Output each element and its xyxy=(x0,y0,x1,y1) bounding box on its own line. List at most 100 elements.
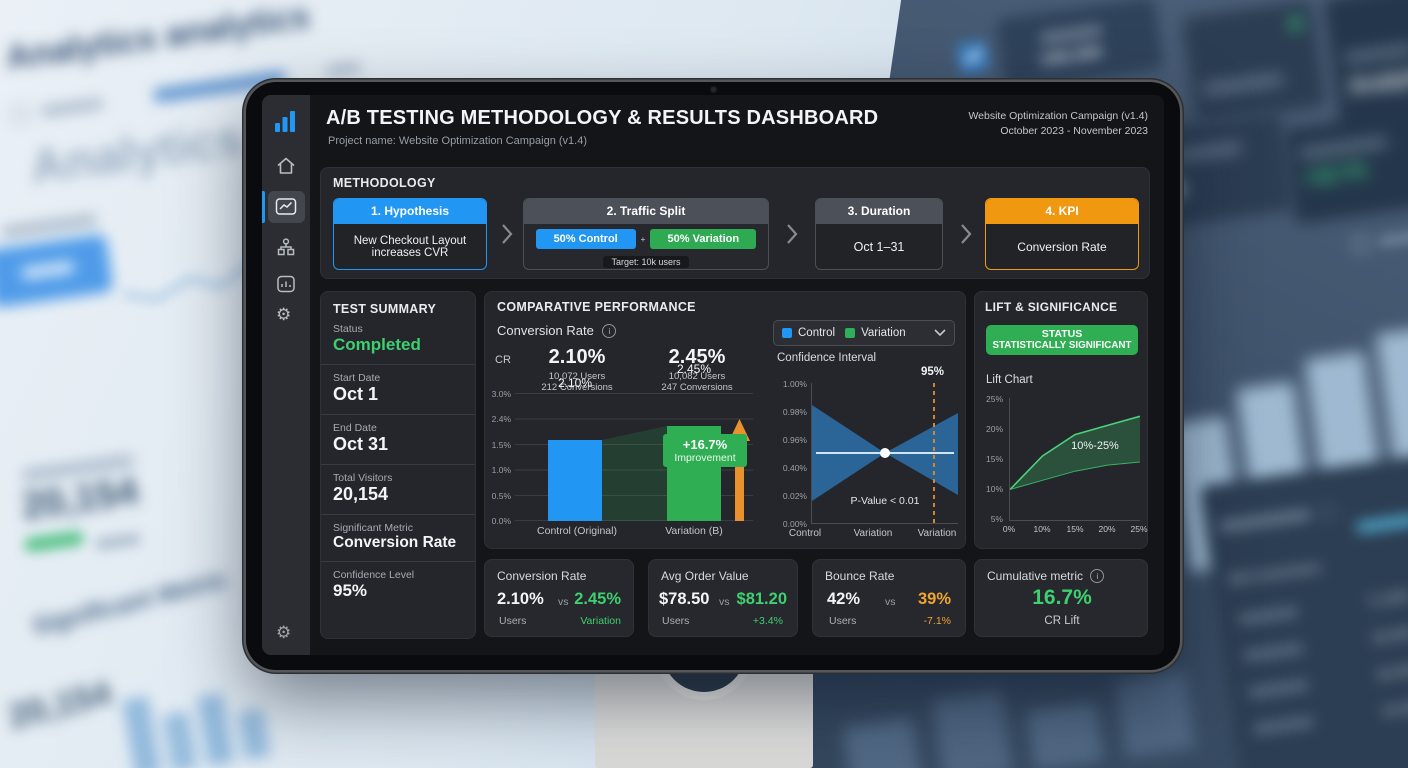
chevron-right-icon xyxy=(787,224,798,244)
variation-swatch-icon xyxy=(845,328,856,338)
p-value-label: P-Value < 0.01 xyxy=(850,495,920,507)
lift-y-tick: 25% xyxy=(985,394,1003,404)
methodology-panel: METHODOLOGY 1. Hypothesis New Checkout L… xyxy=(320,167,1150,279)
bg-panel-title-bar xyxy=(1218,509,1312,532)
sidebar-item-analytics[interactable] xyxy=(268,191,305,223)
cumulative-sub: CR Lift xyxy=(1044,615,1080,627)
bg-stat-row: 35.40% xyxy=(1376,661,1408,683)
ci-plot: P-Value < 0.01 xyxy=(811,383,958,524)
step-kpi-title: 4. KPI xyxy=(986,199,1138,224)
control-x-label: Control (Original) xyxy=(537,525,617,537)
comparative-panel: COMPARATIVE PERFORMANCE Conversion Rate … xyxy=(484,291,966,549)
ci-x-tick: Control xyxy=(788,528,822,539)
control-conversions: 212 Conversions xyxy=(541,382,613,393)
lift-plot: 10%-25% xyxy=(1009,398,1141,521)
summary-label: Confidence Level xyxy=(333,569,415,581)
bg-stats-panel: 200 Conversions 71.40% 34.40% 35.40% 42.… xyxy=(1199,452,1408,768)
ci-x-tick: Variation xyxy=(917,528,957,539)
info-icon[interactable] xyxy=(1090,569,1105,583)
y-tick: 3.0% xyxy=(491,389,511,399)
card-left-value: $78.50 xyxy=(659,590,710,608)
card-right-sub: Variation xyxy=(580,615,621,627)
bg-link-bar xyxy=(1356,514,1408,533)
variation-conversions: 247 Conversions xyxy=(661,382,733,393)
ab-split-icon[interactable] xyxy=(275,237,297,259)
bg-left-metric2: 20,154 xyxy=(4,673,115,737)
header-meta-line1: Website Optimization Campaign (v1.4) xyxy=(968,110,1148,122)
bg-card: +16.7% xyxy=(1282,107,1408,225)
ci-confidence-label: 95% xyxy=(921,366,945,378)
home-icon[interactable] xyxy=(275,155,297,177)
bar-chart-plot: 2.10% 2.45% +16.7% Improvement xyxy=(515,362,753,521)
dashboard-screen: ⚙ ⚙ A/B TESTING METHODOLOGY & RESULTS DA… xyxy=(262,95,1164,655)
step-traffic-split-title: 2. Traffic Split xyxy=(524,199,768,224)
lift-y-tick: 15% xyxy=(985,454,1003,464)
bg-bar xyxy=(196,692,235,767)
bg-conversions-text: 200 Conversions xyxy=(1226,560,1322,588)
card-left-value: 2.10% xyxy=(497,590,544,608)
summary-label: Significant Metric xyxy=(333,522,413,534)
bg-bar xyxy=(1026,701,1105,768)
card-right-value: 39% xyxy=(917,590,951,608)
tablet-frame: ⚙ ⚙ A/B TESTING METHODOLOGY & RESULTS DA… xyxy=(246,82,1180,670)
methodology-steps: 1. Hypothesis New Checkout Layout increa… xyxy=(333,198,1139,270)
settings-secondary-gear-icon[interactable]: ⚙ xyxy=(276,623,292,642)
active-indicator xyxy=(262,191,265,223)
improvement-sub: Improvement xyxy=(674,452,736,464)
summary-item-end: End Date Oct 31 xyxy=(321,415,475,465)
variation-bar-label: 2.45% xyxy=(676,362,712,376)
card-left-sub: Users xyxy=(829,615,857,627)
lift-y-tick: 20% xyxy=(985,424,1003,434)
lift-x-tick: 0% xyxy=(1002,524,1016,534)
bg-row-bar xyxy=(1253,716,1314,735)
bg-tab-bar xyxy=(40,97,104,117)
lift-x-tick: 10% xyxy=(1033,524,1051,534)
cr-axis-label: CR xyxy=(495,354,511,366)
chevron-right-icon xyxy=(961,224,972,244)
card-right-sub: +3.4% xyxy=(752,615,783,627)
control-rate: 2.10% xyxy=(548,346,606,368)
bg-blue-bars xyxy=(122,677,271,768)
bg-row-bar xyxy=(1242,643,1304,661)
line-chart-icon xyxy=(275,198,297,215)
summary-item-status: Status Completed xyxy=(321,316,475,365)
settings-gear-icon[interactable]: ⚙ xyxy=(276,305,292,324)
lift-chart-title: Lift Chart xyxy=(986,374,1033,386)
bg-card xyxy=(1181,0,1327,125)
bar-chart-logo-icon xyxy=(275,111,295,132)
control-users: 10,072 Users xyxy=(548,371,606,382)
card-right-value: 2.45% xyxy=(574,590,621,608)
report-icon[interactable] xyxy=(275,273,297,295)
info-icon[interactable] xyxy=(602,324,617,338)
bg-bar xyxy=(842,717,922,768)
variation-header: 2.45% 10,082 Users 247 Conversions xyxy=(635,346,759,393)
bg-stat-row: 71.40% xyxy=(1366,588,1408,610)
page-title: A/B TESTING METHODOLOGY & RESULTS DASHBO… xyxy=(326,107,879,129)
bg-checkbox-row xyxy=(1351,227,1408,254)
plus-sign: + xyxy=(640,234,646,244)
control-swatch-icon xyxy=(782,328,792,338)
lift-y-tick: 5% xyxy=(990,514,1003,524)
bg-bar xyxy=(931,689,1014,768)
y-tick: 1.5% xyxy=(491,440,511,450)
summary-item-metric: Significant Metric Conversion Rate xyxy=(321,515,475,562)
variation-x-label: Variation (B) xyxy=(665,525,723,537)
ci-y-tick: 0.00% xyxy=(782,519,807,529)
lift-x-tick: 20% xyxy=(1098,524,1116,534)
summary-value: Completed xyxy=(333,335,421,354)
header-meta-line2: October 2023 - November 2023 xyxy=(1000,125,1148,137)
y-tick: 0.0% xyxy=(491,516,511,526)
bg-stat-row: 34.40% xyxy=(1371,624,1408,646)
bg-bar xyxy=(122,695,162,768)
bg-pill-bar xyxy=(95,532,141,551)
ci-y-tick: 0.96% xyxy=(782,435,807,445)
legend-dropdown[interactable]: Control Variation xyxy=(773,320,955,346)
bg-right-delta: +16.7% xyxy=(1301,160,1370,191)
bg-card-bar xyxy=(1202,74,1284,95)
summary-label: End Date xyxy=(333,422,377,434)
lift-heading: LIFT & SIGNIFICANCE xyxy=(985,300,1118,314)
bg-info-icon xyxy=(1319,503,1337,521)
bg-bar xyxy=(236,708,271,761)
summary-label: Total Visitors xyxy=(333,472,393,484)
card-title: Avg Order Value xyxy=(661,569,749,583)
